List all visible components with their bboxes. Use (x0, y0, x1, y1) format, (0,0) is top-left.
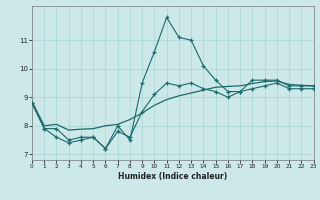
X-axis label: Humidex (Indice chaleur): Humidex (Indice chaleur) (118, 172, 228, 181)
